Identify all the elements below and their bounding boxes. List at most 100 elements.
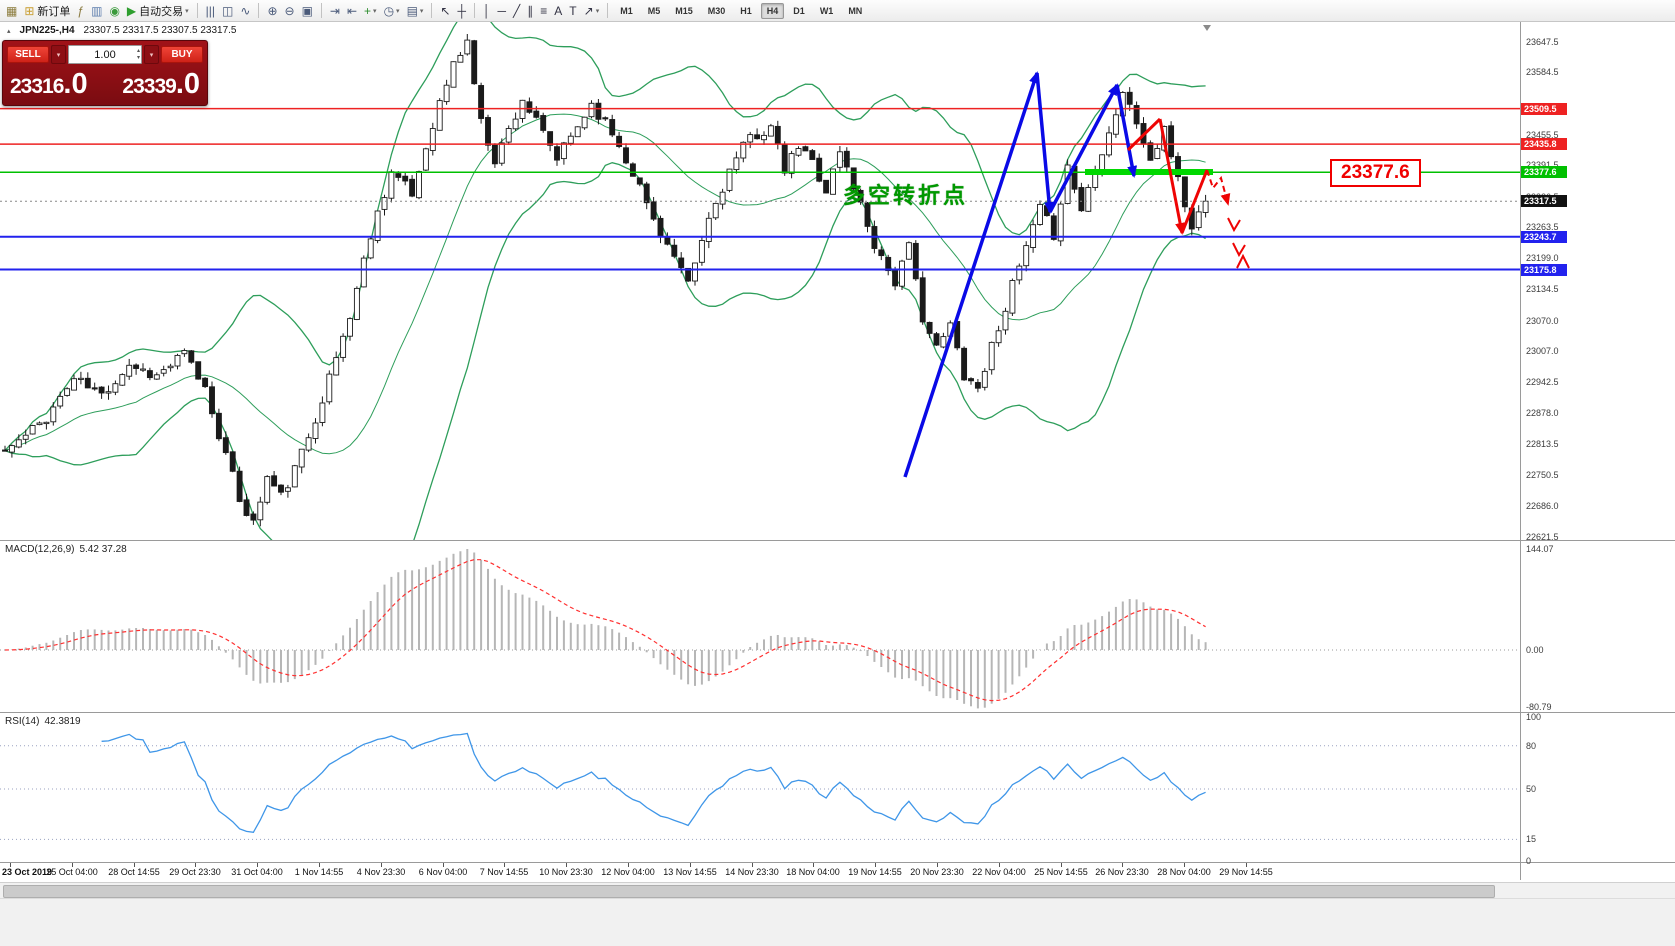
timeframe-button-w1[interactable]: W1 — [819, 5, 834, 16]
trendline-icon[interactable]: ╱ — [510, 2, 523, 20]
tile-windows-icon[interactable]: ▣ — [299, 2, 316, 20]
zoom-in-icon[interactable]: ⊕ — [264, 2, 280, 20]
macd-indicator-label: MACD(12,26,9) 5.42 37.28 — [5, 544, 132, 555]
new-order-button: ⊞ — [24, 3, 35, 18]
text-icon[interactable]: A — [551, 2, 565, 20]
periods-icon[interactable]: ◷ ▾ — [381, 2, 403, 20]
time-axis-label: 23 Oct 2019 — [2, 867, 53, 877]
toolbar-separator — [258, 3, 260, 18]
time-axis-label: 14 Nov 23:30 — [725, 867, 779, 877]
candlestick-chart[interactable] — [0, 22, 1520, 540]
timeframe-button-m30[interactable]: M30 — [707, 5, 726, 16]
price-axis-label: 23647.5 — [1526, 37, 1559, 47]
cursor-icon[interactable]: ↖ — [437, 2, 453, 20]
time-axis-tick — [443, 863, 444, 867]
market-watch-icon[interactable]: ▥ — [88, 2, 105, 20]
channel-icon[interactable]: ∥ — [524, 2, 536, 20]
time-axis-label: 10 Nov 23:30 — [539, 867, 593, 877]
sell-options-caret-icon[interactable]: ▾ — [51, 45, 66, 64]
indicators-icon[interactable]: + ▾ — [361, 2, 380, 20]
navigator-icon[interactable]: ◉ — [106, 2, 122, 20]
price-callout-label[interactable]: 23377.6 — [1330, 159, 1421, 187]
bar-chart-type-icon[interactable]: ||| — [203, 2, 218, 20]
indicators-icon: + — [364, 3, 372, 18]
zoom-out-icon: ⊖ — [284, 3, 295, 18]
history-center-icon[interactable]: ƒ — [74, 2, 87, 20]
time-axis-label: 7 Nov 14:55 — [479, 867, 529, 877]
price-axis-label: 22813.5 — [1526, 439, 1559, 449]
caret-down-icon: ▾ — [396, 7, 400, 15]
auto-scroll-icon[interactable]: ⇥ — [327, 2, 343, 20]
chart-shift-icon[interactable]: ⇤ — [344, 2, 360, 20]
buy-button[interactable]: BUY — [161, 46, 203, 63]
price-axis-label: 23007.0 — [1526, 346, 1559, 356]
rsi-indicator-panel[interactable] — [0, 713, 1520, 862]
timeframe-button-h4[interactable]: H4 — [760, 2, 785, 19]
tile-windows-icon: ▣ — [301, 3, 313, 18]
rsi-value: 42.3819 — [44, 716, 81, 727]
cursor-icon: ↖ — [440, 3, 451, 18]
timeframe-button-m15[interactable]: M15 — [675, 5, 693, 16]
time-axis-tick — [319, 863, 320, 867]
rsi-axis-label: 50 — [1526, 784, 1537, 794]
zoom-out-icon[interactable]: ⊖ — [282, 2, 298, 20]
main-toolbar: ▦ ⊞ 新订单 ƒ ▥ ◉ ▶ 自动交易 ▾ ||| ◫ ∿ ⊕ ⊖ ▣ ⇥ ⇤ + ▾ ◷ ▾ ▤ ▾ ↖ ┼ │ ─ ╱ ∥ ≡ A T ↗… — [0, 0, 1675, 22]
horizontal-scrollbar[interactable] — [0, 882, 1675, 898]
fibonacci-icon[interactable]: ≡ — [537, 2, 550, 20]
timeframe-button-d1[interactable]: D1 — [793, 5, 805, 16]
vertical-line-icon[interactable]: │ — [480, 2, 494, 20]
time-axis-tick — [937, 863, 938, 867]
charts-grid-icon[interactable]: ▦ — [3, 2, 20, 20]
price-axis-label: 23391.5 — [1526, 160, 1559, 170]
templates-icon[interactable]: ▤ ▾ — [404, 2, 427, 20]
buy-options-caret-icon[interactable]: ▾ — [144, 45, 159, 64]
spin-up-icon[interactable]: ▴ — [136, 47, 140, 54]
sell-price: 23316.0 — [10, 68, 88, 100]
vertical-line-icon: │ — [483, 3, 491, 18]
panel-splitter[interactable] — [0, 862, 1675, 863]
auto-scroll-icon: ⇥ — [329, 3, 340, 18]
candlestick-chart-type-icon: ◫ — [222, 3, 234, 18]
text-icon: A — [554, 3, 563, 18]
timeframe-button-m5[interactable]: M5 — [647, 5, 661, 16]
crosshair-icon[interactable]: ┼ — [454, 2, 469, 20]
autotrading-button[interactable]: ▶ 自动交易 ▾ — [124, 2, 192, 20]
scrollbar-thumb[interactable] — [3, 885, 1495, 898]
rsi-axis-label: 100 — [1526, 712, 1542, 722]
caret-down-icon: ▾ — [419, 7, 424, 15]
panel-splitter[interactable] — [0, 712, 1675, 713]
chart-window: ▴ JPN225-,H4 23307.5 23317.5 23307.5 233… — [0, 22, 1675, 946]
horizontal-line-icon: ─ — [497, 3, 507, 18]
new-order-button[interactable]: ⊞ 新订单 — [21, 2, 73, 20]
spin-down-icon[interactable]: ▾ — [136, 54, 140, 61]
shapes-icon[interactable]: ↗ ▾ — [581, 2, 603, 20]
periods-icon: ◷ — [383, 3, 395, 18]
horizontal-line-icon[interactable]: ─ — [495, 2, 510, 20]
time-axis-tick — [72, 863, 73, 867]
panel-splitter[interactable] — [0, 540, 1675, 541]
volume-stepper[interactable]: 1.00 ▴ ▾ — [68, 45, 142, 64]
sell-button[interactable]: SELL — [7, 46, 49, 63]
timeframe-button-m1[interactable]: M1 — [620, 5, 633, 16]
time-axis-label: 1 Nov 14:55 — [294, 867, 344, 877]
line-chart-type-icon: ∿ — [240, 3, 251, 18]
templates-icon: ▤ — [406, 3, 418, 18]
turning-point-annotation[interactable]: 多空转折点 — [843, 183, 969, 208]
status-strip — [0, 898, 1675, 946]
time-axis-tick — [381, 863, 382, 867]
timeframe-button-mn[interactable]: MN — [848, 5, 863, 16]
time-axis-label: 6 Nov 04:00 — [418, 867, 468, 877]
buy-price: 23339.0 — [122, 68, 200, 100]
macd-indicator-panel[interactable] — [0, 541, 1520, 712]
time-axis-tick — [195, 863, 196, 867]
price-level-tag: 23243.7 — [1521, 231, 1567, 243]
crosshair-icon: ┼ — [457, 3, 466, 18]
volume-spin-buttons[interactable]: ▴ ▾ — [137, 46, 140, 63]
symbol-info-bar[interactable]: ▴ JPN225-,H4 23307.5 23317.5 23307.5 233… — [7, 25, 236, 36]
line-chart-type-icon[interactable]: ∿ — [237, 2, 253, 20]
label-icon[interactable]: T — [566, 2, 579, 20]
timeframe-button-h1[interactable]: H1 — [740, 5, 752, 16]
candlestick-chart-type-icon[interactable]: ◫ — [219, 2, 236, 20]
collapse-icon[interactable]: ▴ — [7, 27, 11, 35]
time-axis-tick — [134, 863, 135, 867]
